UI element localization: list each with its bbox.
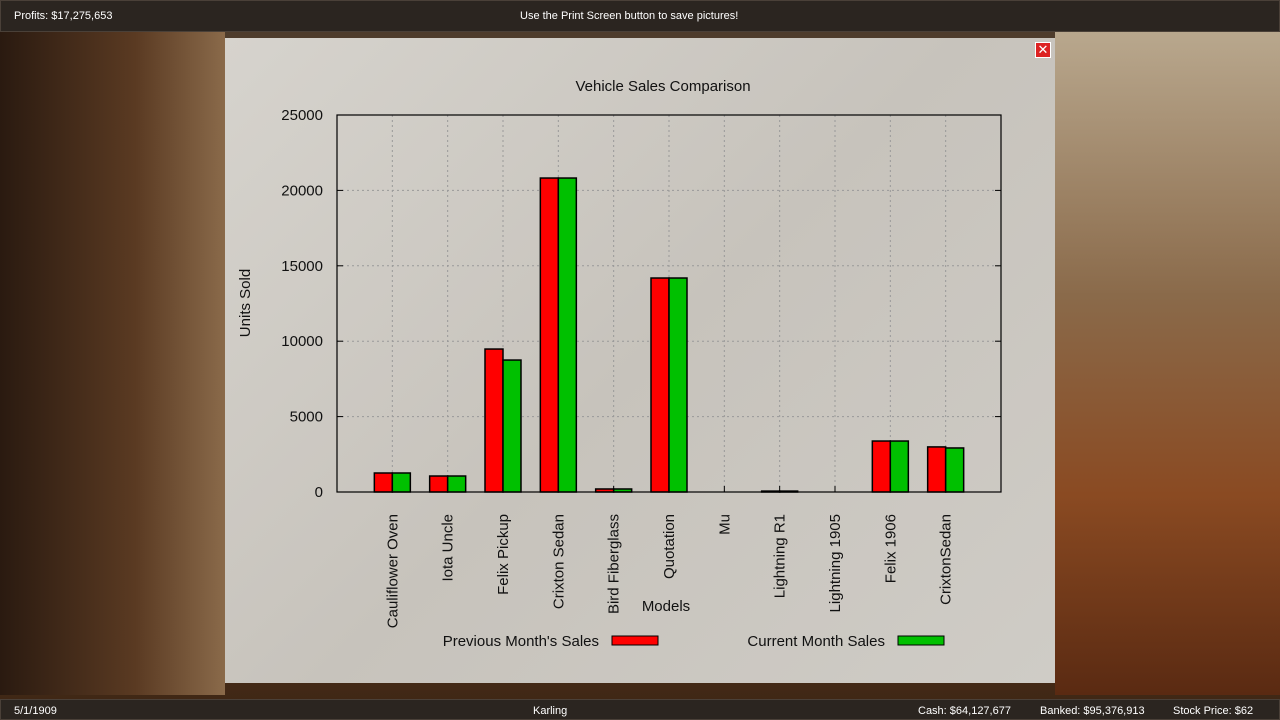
legend-swatch [611, 635, 659, 646]
top-status-bar: Profits: $17,275,653 Use the Print Scree… [0, 0, 1280, 32]
bottom-status-bar: 5/1/1909 Karling Cash: $64,127,677 Banke… [0, 699, 1280, 720]
chart-dialog [225, 38, 1055, 683]
message-label: Use the Print Screen button to save pict… [520, 10, 739, 22]
y-tick-label: 10000 [281, 333, 323, 350]
x-tick-label: Iota Uncle [440, 514, 457, 582]
y-tick-label: 0 [315, 484, 323, 501]
cash-label: Cash: $64,127,677 [918, 705, 1011, 717]
x-tick-label: Felix 1906 [882, 514, 899, 583]
y-tick-label: 15000 [281, 258, 323, 275]
bar-current [668, 277, 688, 493]
bar-previous [926, 446, 947, 493]
banked-label: Banked: $95,376,913 [1040, 705, 1145, 717]
bar-previous [650, 277, 670, 493]
date-label: 5/1/1909 [14, 705, 57, 717]
close-icon[interactable]: ✕ [1035, 42, 1051, 58]
background-right [1055, 30, 1280, 695]
x-tick-label: Quotation [661, 514, 678, 579]
x-tick-label: Crixton Sedan [550, 514, 567, 609]
y-tick-label: 5000 [290, 409, 323, 426]
legend-label: Current Month Sales [747, 633, 885, 650]
profits-label: Profits: $17,275,653 [14, 10, 113, 22]
legend-label: Previous Month's Sales [443, 633, 599, 650]
bar-previous [428, 475, 449, 493]
x-tick-label: Lightning R1 [772, 514, 789, 598]
bar-current [557, 177, 578, 493]
legend-swatch [897, 635, 945, 646]
bar-current [889, 440, 910, 493]
x-tick-label: Lightning 1905 [827, 514, 844, 612]
y-tick-label: 20000 [281, 182, 323, 199]
y-axis-label: Units Sold [237, 269, 254, 337]
x-tick-label: Cauliflower Oven [384, 514, 401, 628]
x-axis-label: Models [642, 598, 690, 615]
background-left [0, 30, 225, 695]
x-tick-label: Mu [716, 514, 733, 535]
stock-price-label: Stock Price: $62 [1173, 705, 1254, 717]
bar-previous [373, 472, 394, 493]
bar-previous [539, 177, 560, 493]
bar-previous [871, 440, 892, 493]
bar-current [391, 472, 412, 493]
x-tick-label: Felix Pickup [495, 514, 512, 595]
chart-title: Vehicle Sales Comparison [575, 78, 750, 95]
bar-current [944, 447, 965, 493]
bar-previous [484, 348, 504, 493]
y-tick-label: 25000 [281, 107, 323, 124]
x-tick-label: CrixtonSedan [938, 514, 955, 605]
plot-frame [336, 114, 1002, 493]
bar-current [502, 359, 522, 493]
x-tick-label: Bird Fiberglass [606, 514, 623, 614]
bar-current [446, 475, 467, 493]
company-label: Karling [533, 705, 568, 717]
